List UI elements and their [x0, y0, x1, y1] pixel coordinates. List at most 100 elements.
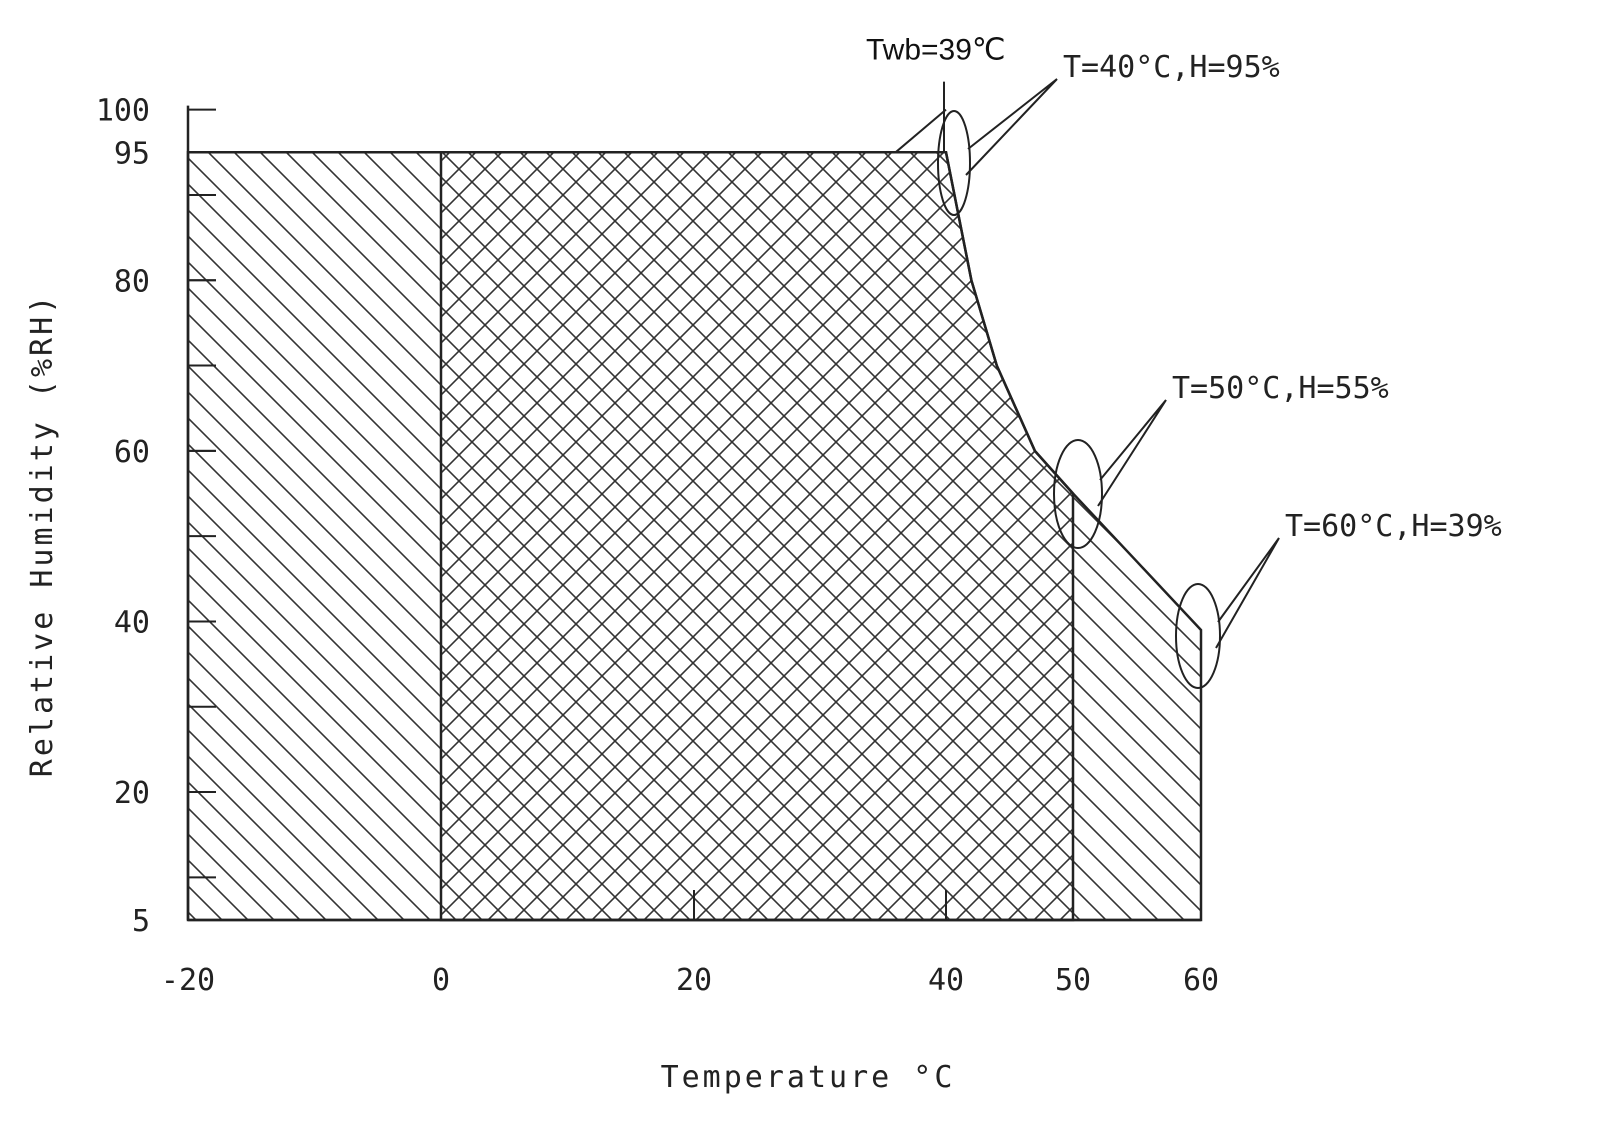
hatch-line: [939, 152, 1201, 921]
hatch-line: [798, 152, 1073, 921]
hatch-line: [188, 152, 614, 921]
hatch-line: [188, 152, 1201, 921]
hatch-line: [441, 152, 1073, 921]
hatch-line: [188, 152, 1030, 921]
hatch-line: [1590, 0, 1608, 1129]
hatch-line: [441, 152, 1073, 921]
x-axis-ticks: -20 0 20 40 50 60: [161, 890, 1219, 998]
hatch-line: [441, 152, 1071, 921]
hatch-line: [441, 152, 1073, 921]
x-axis-title: Temperature °C: [661, 1060, 956, 1095]
callout-ellipse: [937, 110, 971, 216]
hatch-line: [1085, 0, 1608, 1129]
hatch-line: [441, 152, 1073, 921]
hatch-line: [441, 152, 1073, 921]
hatch-line: [188, 152, 874, 921]
hatch-line: [441, 152, 993, 921]
hatch-line: [1423, 0, 1608, 1129]
hatch-line: [441, 152, 1073, 921]
hatch-line: [1304, 0, 1608, 1129]
hatch-line: [1241, 0, 1608, 1129]
hatch-line: [441, 152, 915, 921]
hatch-line: [188, 152, 1134, 921]
hatch-line: [928, 152, 1073, 921]
hatch-line: [876, 152, 1073, 921]
x-tick-label: 60: [1183, 963, 1219, 998]
hatch-line: [188, 152, 1082, 921]
hatch-line: [441, 152, 499, 921]
hatch-line: [188, 152, 1201, 921]
callout-leader: [1215, 537, 1280, 649]
hatch-line: [188, 152, 1201, 921]
hatch-line: [1199, 152, 1201, 921]
hatch-line: [445, 152, 1201, 921]
hatch-line: [980, 152, 1073, 921]
hatch-line: [1095, 152, 1201, 921]
hatch-line: [731, 152, 1201, 921]
hatch-line: [1371, 0, 1608, 1129]
hatch-line: [367, 152, 1201, 921]
hatch-line: [1345, 0, 1608, 1129]
hatch-line: [0, 0, 4, 1129]
hatch-line: [188, 152, 432, 921]
hatch-line: [642, 152, 1073, 921]
y-tick-label: 5: [132, 904, 150, 939]
hatch-line: [441, 152, 447, 921]
hatch-line: [497, 152, 1201, 921]
hatch-line: [1032, 152, 1073, 921]
x-tick-label: 20: [676, 963, 712, 998]
hatch-line: [188, 152, 1056, 921]
x-tick-label: -20: [161, 963, 215, 998]
hatch-line: [441, 152, 1073, 921]
hatch-line: [315, 152, 1201, 921]
hatch-line: [441, 152, 1073, 921]
point-annotation: T=50°C,H=55%: [1172, 371, 1389, 406]
point-annotation: T=60°C,H=39%: [1285, 509, 1502, 544]
hatch-line: [1058, 152, 1073, 921]
hatch-line: [1111, 0, 1608, 1129]
callout-ellipse: [1053, 439, 1103, 549]
point-annotation: T=40°C,H=95%: [1063, 50, 1280, 85]
y-tick-label: 40: [114, 605, 150, 640]
hatch-line: [263, 152, 1201, 921]
hatch-line: [441, 152, 785, 921]
hatch-line: [1215, 0, 1608, 1129]
hatch-line: [1006, 152, 1073, 921]
hatch-line: [954, 152, 1073, 921]
hatch-line: [441, 152, 811, 921]
hatch-line: [188, 152, 822, 921]
hatch-line: [188, 152, 562, 921]
hatch-line: [441, 152, 707, 921]
hatch-line: [441, 152, 863, 921]
hatch-line: [471, 152, 1201, 921]
hatch-line: [1163, 0, 1608, 1129]
hatch-line: [188, 152, 952, 921]
hatch-line: [188, 152, 458, 921]
y-tick-label: 20: [114, 776, 150, 811]
hatch-line: [1121, 152, 1201, 921]
hatch-line: [824, 152, 1073, 921]
hatch-line: [441, 152, 655, 921]
hatch-line: [441, 152, 837, 921]
hatch-line: [1226, 0, 1608, 1129]
callout-leader: [1097, 399, 1167, 507]
hatch-line: [1579, 0, 1608, 1129]
region-outline-inner: [439, 151, 1075, 922]
wet-bulb-line: [894, 108, 947, 154]
hatch-line: [564, 152, 1073, 921]
hatch-line: [1553, 0, 1608, 1129]
hatch-line: [441, 152, 941, 921]
hatch-line: [1460, 0, 1608, 1129]
hatch-line: [188, 152, 1201, 921]
hatch-line: [441, 152, 733, 921]
hatch-line: [1043, 152, 1201, 921]
hatch-line: [441, 152, 681, 921]
hatch-line: [441, 152, 1045, 921]
hatch-line: [188, 152, 926, 921]
hatch-line: [1408, 0, 1608, 1129]
hatch-line: [188, 152, 484, 921]
hatch-line: [653, 152, 1201, 921]
hatch-line: [1189, 0, 1608, 1129]
